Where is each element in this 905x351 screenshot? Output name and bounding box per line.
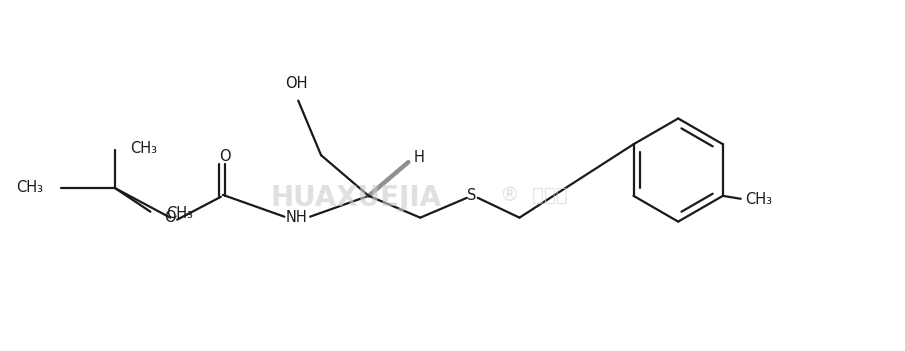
Text: CH₃: CH₃ [167,206,194,221]
Text: O: O [219,149,231,164]
Text: O: O [165,210,176,225]
Text: S: S [467,188,477,203]
Text: CH₃: CH₃ [16,180,43,196]
Text: NH: NH [285,210,307,225]
Text: CH₃: CH₃ [745,192,772,207]
Text: OH: OH [285,76,308,91]
Text: HUAXUEJIA: HUAXUEJIA [271,184,442,212]
Text: CH₃: CH₃ [130,141,157,156]
Text: H: H [414,150,424,165]
Text: ®  化学加: ® 化学加 [500,186,567,205]
